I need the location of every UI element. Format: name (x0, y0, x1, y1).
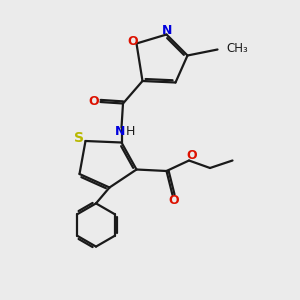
Text: H: H (126, 125, 135, 138)
Text: O: O (187, 149, 197, 163)
Text: N: N (115, 125, 125, 138)
Text: O: O (88, 95, 99, 108)
Text: N: N (162, 24, 172, 38)
Text: O: O (128, 35, 138, 49)
Text: O: O (169, 194, 179, 207)
Text: CH₃: CH₃ (226, 42, 248, 56)
Text: S: S (74, 131, 84, 145)
